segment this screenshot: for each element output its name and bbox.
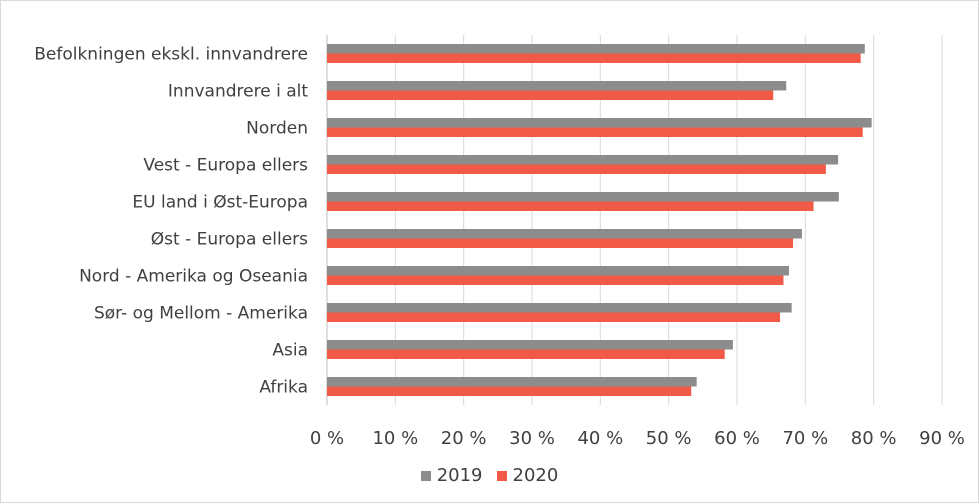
- x-tick-label: 30 %: [509, 428, 555, 449]
- bar-2019: [327, 377, 697, 387]
- x-tick-label: 60 %: [714, 428, 760, 449]
- legend-swatch-2019: [420, 470, 431, 481]
- bar-2019: [327, 81, 787, 91]
- bar-2020: [327, 312, 781, 322]
- x-tick-label: 20 %: [441, 428, 487, 449]
- category-label: Vest - Europa ellers: [143, 156, 308, 176]
- x-tick-label: 0 %: [310, 428, 344, 449]
- bar-2020: [327, 349, 725, 359]
- bar-2020: [327, 201, 814, 211]
- legend: 2019 2020: [0, 465, 979, 486]
- category-label: Innvandrere i alt: [168, 82, 308, 102]
- x-tick-label: 50 %: [646, 428, 692, 449]
- bar-2020: [327, 127, 863, 137]
- category-label: Øst - Europa ellers: [151, 230, 308, 250]
- legend-item-2020: 2020: [496, 465, 559, 486]
- category-label: Asia: [272, 341, 308, 361]
- x-tick-label: 40 %: [577, 428, 623, 449]
- bar-2020: [327, 53, 861, 63]
- bar-2019: [327, 229, 802, 239]
- category-label: Befolkningen ekskl. innvandrere: [34, 45, 308, 65]
- bar-2019: [327, 44, 865, 54]
- category-label: Sør- og Mellom - Amerika: [94, 304, 308, 324]
- legend-label-2019: 2019: [436, 465, 483, 486]
- bar-2020: [327, 164, 826, 174]
- bar-2020: [327, 90, 774, 100]
- x-tick-label: 10 %: [372, 428, 418, 449]
- bar-2019: [327, 340, 733, 350]
- bar-2019: [327, 303, 792, 313]
- legend-label-2020: 2020: [512, 465, 559, 486]
- category-label: Norden: [246, 119, 308, 139]
- bar-2020: [327, 275, 784, 285]
- legend-swatch-2020: [496, 470, 507, 481]
- bar-2019: [327, 192, 839, 202]
- x-tick-labels: 0 % 10 % 20 % 30 % 40 % 50 % 60 % 70 % 80 % 90 %: [310, 428, 965, 449]
- bar-2019: [327, 155, 839, 165]
- bar-2020: [327, 238, 794, 248]
- category-label: EU land i Øst-Europa: [132, 193, 308, 213]
- bar-2019: [327, 118, 872, 128]
- category-label: Afrika: [259, 378, 308, 398]
- x-tick-label: 80 %: [851, 428, 897, 449]
- bar-2019: [327, 266, 789, 276]
- legend-item-2019: 2019: [420, 465, 483, 486]
- x-tick-label: 70 %: [782, 428, 828, 449]
- x-tick-label: 90 %: [919, 428, 965, 449]
- category-labels: Befolkningen ekskl. innvandrere Innvandre…: [34, 45, 308, 398]
- bars: [327, 44, 872, 396]
- category-label: Nord - Amerika og Oseania: [79, 267, 308, 287]
- bar-2020: [327, 386, 692, 396]
